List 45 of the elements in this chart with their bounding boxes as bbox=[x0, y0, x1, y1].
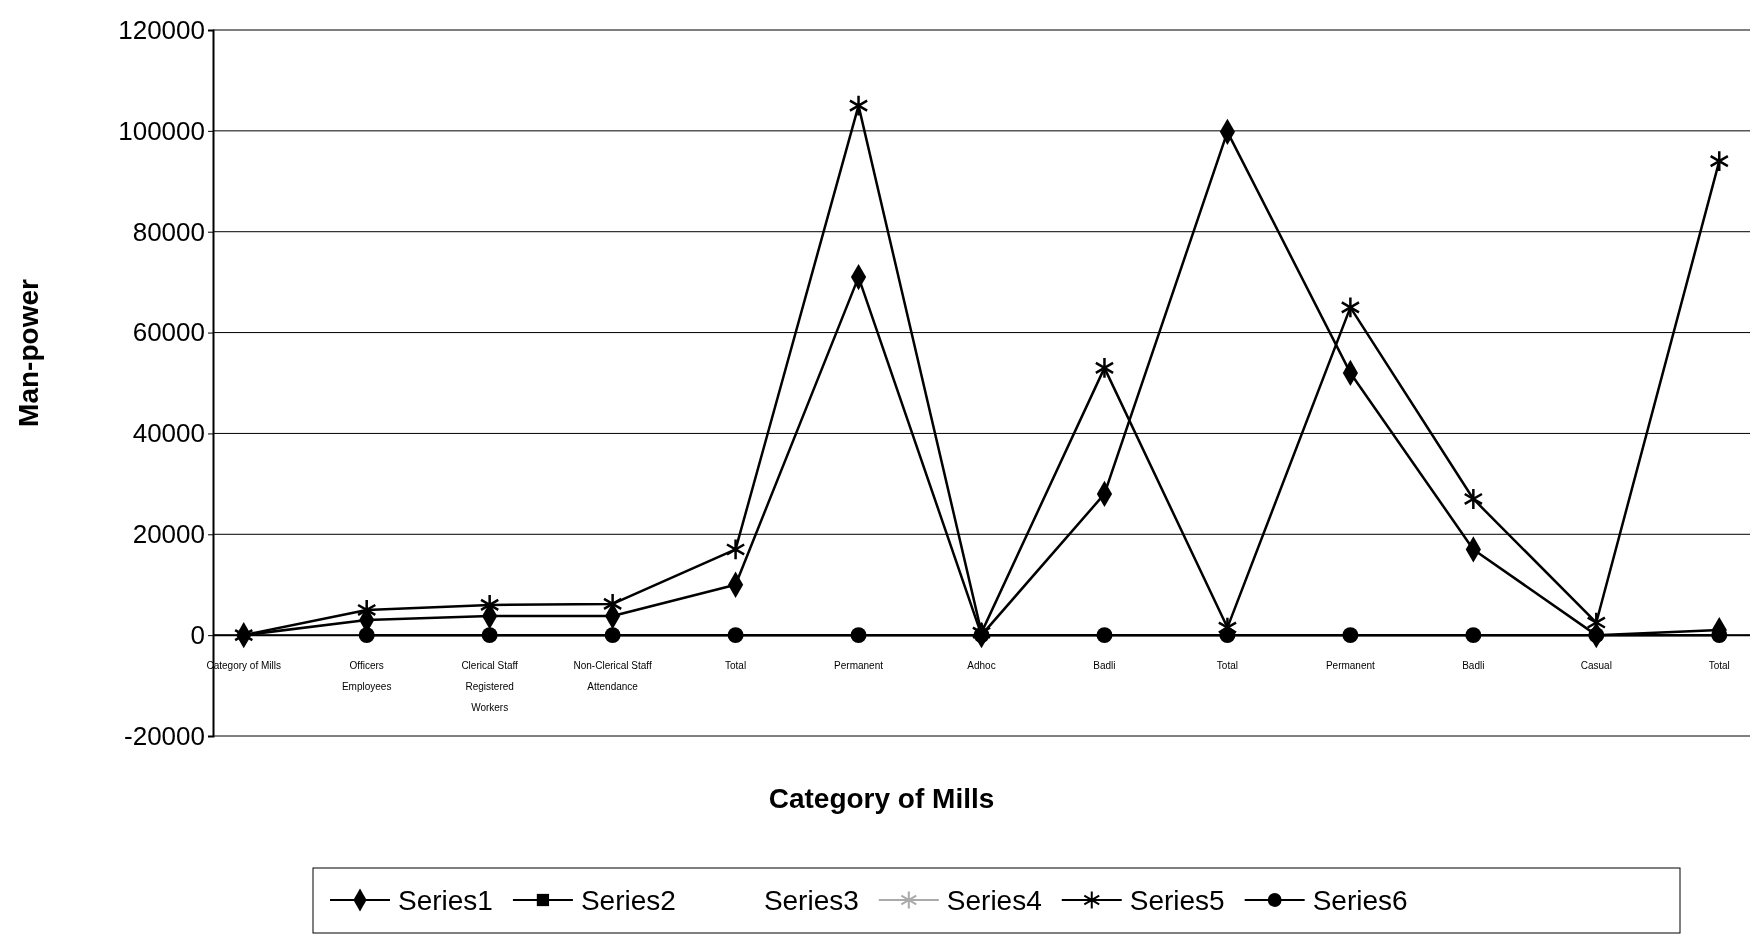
y-tick-label: 40000 bbox=[132, 418, 205, 449]
y-tick-label: 120000 bbox=[118, 14, 205, 45]
point bbox=[848, 94, 869, 117]
legend-label: Series3 bbox=[763, 885, 859, 916]
point bbox=[1588, 627, 1605, 644]
x-tick-label: Clerical Staff Registered Workers bbox=[461, 660, 519, 714]
point bbox=[1465, 627, 1482, 644]
y-tick-label: 60000 bbox=[132, 317, 205, 348]
legend-label: Series6 bbox=[1312, 885, 1408, 916]
point bbox=[481, 627, 498, 644]
y-axis-title: Man-power bbox=[13, 279, 44, 427]
y-tick-label: 80000 bbox=[132, 216, 205, 247]
point bbox=[1340, 296, 1361, 319]
point bbox=[973, 627, 990, 644]
x-tick-label: Badli bbox=[1462, 660, 1485, 672]
point bbox=[1219, 627, 1236, 644]
point bbox=[850, 627, 867, 644]
point bbox=[604, 627, 621, 644]
x-tick-label: Total bbox=[1216, 660, 1238, 672]
legend-label: Series2 bbox=[580, 885, 676, 916]
y-tick-label: -20000 bbox=[124, 720, 205, 751]
legend-label: Series5 bbox=[1129, 885, 1225, 916]
y-tick-label: 0 bbox=[190, 619, 205, 650]
x-tick-label: Adhoc bbox=[967, 660, 996, 672]
point bbox=[1094, 356, 1115, 380]
x-tick-label: Total bbox=[725, 660, 747, 672]
x-tick-label: Non-Clerical Staff Attendance bbox=[573, 660, 652, 693]
point bbox=[727, 627, 744, 644]
legend-label: Series1 bbox=[398, 885, 493, 916]
point bbox=[725, 538, 746, 561]
x-tick-label: Permanent bbox=[834, 660, 884, 672]
x-tick-label: Total bbox=[1708, 660, 1730, 672]
point bbox=[1709, 149, 1730, 173]
x-tick-label: Badli bbox=[1093, 660, 1116, 672]
x-tick-label: Officers Employees bbox=[341, 660, 392, 693]
point bbox=[1096, 627, 1113, 644]
x-axis-title: Category of Mills bbox=[768, 783, 995, 814]
point bbox=[1342, 627, 1359, 644]
point bbox=[358, 627, 375, 644]
x-tick-label: Casual bbox=[1580, 660, 1612, 672]
y-tick-label: 20000 bbox=[132, 519, 205, 550]
y-tick-label: 100000 bbox=[118, 115, 205, 146]
legend-label: Series4 bbox=[946, 885, 1042, 916]
x-tick-label: Permanent bbox=[1325, 660, 1376, 672]
point bbox=[1463, 487, 1484, 511]
